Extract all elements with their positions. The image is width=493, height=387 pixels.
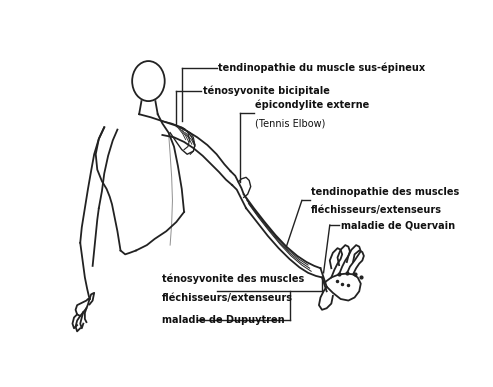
Text: ténosyvonite bicipitale: ténosyvonite bicipitale: [203, 86, 329, 96]
Text: fléchisseurs/extenseurs: fléchisseurs/extenseurs: [162, 293, 293, 303]
Text: tendinopathie du muscle sus-épineux: tendinopathie du muscle sus-épineux: [218, 63, 425, 73]
Text: ténosyvonite des muscles: ténosyvonite des muscles: [162, 273, 305, 284]
Text: maladie de Dupuytren: maladie de Dupuytren: [162, 315, 285, 325]
Text: tendinopathie des muscles: tendinopathie des muscles: [311, 187, 459, 197]
Text: maladie de Quervain: maladie de Quervain: [341, 220, 455, 230]
Text: (Tennis Elbow): (Tennis Elbow): [255, 119, 326, 129]
Text: épicondylite externe: épicondylite externe: [255, 99, 370, 110]
Text: fléchisseurs/extenseurs: fléchisseurs/extenseurs: [311, 205, 442, 215]
